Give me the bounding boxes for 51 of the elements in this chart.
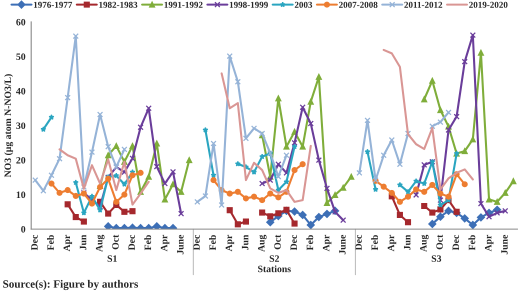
x-tick-label: Aug: [420, 234, 429, 252]
legend-label: 1976-1977: [34, 2, 72, 8]
x-tick-label: June: [339, 234, 346, 254]
x-tick-label: Dec: [193, 234, 200, 250]
x-tick-label: Jun: [242, 234, 248, 250]
legend-label: 1991-1992: [164, 2, 203, 8]
legend-label: 1982-1983: [99, 2, 138, 8]
x-tick-label: June: [501, 234, 508, 254]
x-tick-label: Oct: [274, 234, 281, 250]
x-tick-label: Oct: [112, 234, 119, 250]
x-tick-label: Apr: [322, 234, 332, 252]
y-tick-label: 0: [21, 226, 26, 233]
legend-label: 1998-1999: [230, 2, 268, 8]
x-tick-label: Apr: [226, 234, 234, 252]
x-tick-label: Feb: [47, 235, 54, 250]
x-tick-label: Feb: [468, 235, 476, 250]
x-tick-label: Dec: [452, 234, 460, 250]
legend-label: 2007-2008: [339, 2, 378, 8]
x-tick-label: Feb: [209, 235, 216, 250]
x-tick-label: Jun: [80, 234, 86, 250]
y-tick-label: 20: [16, 156, 26, 164]
legend-label: 2011-2012: [404, 2, 442, 8]
x-tick-label: June: [177, 234, 184, 254]
x-axis-title: Stations: [258, 265, 291, 272]
legend-label: 2003: [294, 2, 312, 8]
legend-label: 2019-2020: [469, 2, 508, 8]
y-tick-label: 10: [16, 192, 26, 198]
x-tick-label: Apr: [484, 234, 494, 252]
text: S3: [432, 255, 442, 262]
x-tick-label: Feb: [371, 235, 378, 250]
x-tick-label: Feb: [144, 235, 152, 250]
y-axis-title: NO3 (µg atom N-NO3/L): [4, 74, 14, 178]
x-tick-label: Aug: [96, 234, 104, 252]
x-tick-label: Apr: [160, 234, 170, 252]
x-tick-label: Oct: [436, 234, 443, 250]
x-tick-label: Dec: [128, 234, 135, 250]
x-tick-label: Aug: [258, 234, 267, 252]
y-tick-label: 40: [16, 88, 26, 94]
x-tick-label: Apr: [64, 234, 72, 252]
y-tick-label: 50: [16, 53, 26, 60]
x-tick-label: Dec: [290, 234, 297, 250]
x-tick-label: Dec: [31, 234, 38, 250]
text: S1: [108, 255, 117, 262]
y-tick-label: 60: [16, 18, 26, 26]
x-tick-label: Apr: [388, 234, 396, 252]
text: S2: [270, 255, 280, 262]
x-tick-label: Jun: [404, 234, 410, 250]
source-note: Source(s): Figure by authors: [3, 280, 138, 290]
y-tick-label: 30: [16, 122, 26, 130]
x-tick-label: Dec: [355, 234, 362, 250]
x-tick-label: Feb: [306, 235, 314, 250]
